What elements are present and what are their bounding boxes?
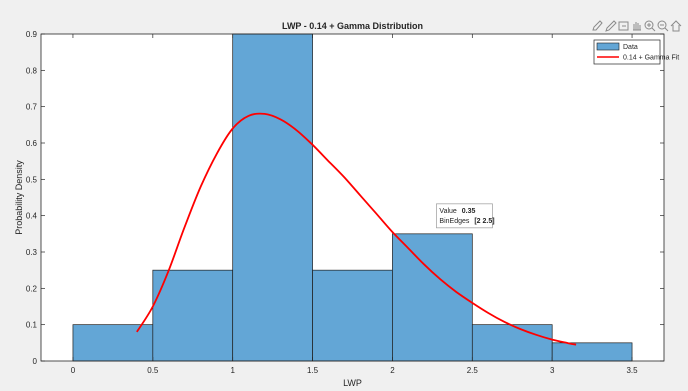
x-tick-label: 1 <box>230 366 235 375</box>
histogram-bar[interactable] <box>392 233 473 362</box>
data-tip-binedges-label: BinEdges <box>439 218 469 225</box>
y-tick-label: 0.8 <box>26 66 38 75</box>
histogram-bar[interactable] <box>232 33 313 362</box>
data-tip[interactable]: Value 0.35 BinEdges [2 2.5] <box>436 203 495 229</box>
x-tick-label: 1.5 <box>307 366 319 375</box>
x-tick-label: 2.5 <box>467 366 479 375</box>
legend[interactable]: Data 0.14 + Gamma Fit <box>593 39 679 65</box>
pencil-icon[interactable] <box>605 20 617 32</box>
data-tip-value-number: 0.35 <box>462 208 476 215</box>
x-tick-label: 0.5 <box>147 366 159 375</box>
y-tick-label: 0 <box>33 357 38 366</box>
gamma-fit-line <box>136 112 577 346</box>
y-tick-label: 0.1 <box>26 321 38 330</box>
x-tick-label: 3.5 <box>626 366 638 375</box>
data-tip-box <box>436 203 493 229</box>
brush-icon[interactable] <box>592 20 603 31</box>
histogram-bars <box>72 33 633 362</box>
histogram-bar[interactable] <box>551 342 633 362</box>
data-tip-binedges: BinEdges [2 2.5] <box>439 218 494 225</box>
legend-swatch-data <box>596 42 620 51</box>
y-tick-label: 0.9 <box>26 30 38 39</box>
axes-frame <box>40 33 665 362</box>
histogram-bar[interactable] <box>312 269 393 362</box>
x-tick-label: 2 <box>390 366 395 375</box>
y-tick-label: 0.3 <box>26 248 38 257</box>
y-axis-ticks: 0 0.1 0.2 0.3 0.4 0.5 0.6 0.7 0.8 0.9 <box>26 30 664 366</box>
data-tip-value: Value 0.35 <box>439 208 475 215</box>
home-icon[interactable] <box>670 20 682 32</box>
axes-toolbar <box>592 20 682 32</box>
x-tick-label: 3 <box>550 366 555 375</box>
select-icon[interactable] <box>618 21 629 31</box>
chart-title: LWP - 0.14 + Gamma Distribution <box>282 21 423 31</box>
y-tick-label: 0.2 <box>26 284 38 293</box>
legend-label-fit: 0.14 + Gamma Fit <box>623 55 679 62</box>
y-tick-label: 0.6 <box>26 139 38 148</box>
y-tick-label: 0.7 <box>26 103 38 112</box>
y-tick-label: 0.5 <box>26 175 38 184</box>
y-tick-label: 0.4 <box>26 212 38 221</box>
x-axis-label: LWP <box>343 378 362 388</box>
y-axis-label: Probability Density <box>14 160 24 235</box>
data-tip-value-label: Value <box>439 208 456 215</box>
histogram-bar[interactable] <box>72 324 154 362</box>
histogram-bar[interactable] <box>471 324 553 362</box>
x-axis-ticks: 0 0.5 1 1.5 2 2.5 3 3.5 <box>71 34 638 375</box>
x-tick-label: 0 <box>71 366 76 375</box>
data-tip-binedges-value: [2 2.5] <box>474 218 494 225</box>
pan-icon[interactable] <box>633 22 641 31</box>
zoom-in-icon[interactable] <box>644 20 656 32</box>
histogram-bar[interactable] <box>152 269 234 362</box>
legend-label-data: Data <box>623 44 638 51</box>
zoom-out-icon[interactable] <box>657 20 669 32</box>
